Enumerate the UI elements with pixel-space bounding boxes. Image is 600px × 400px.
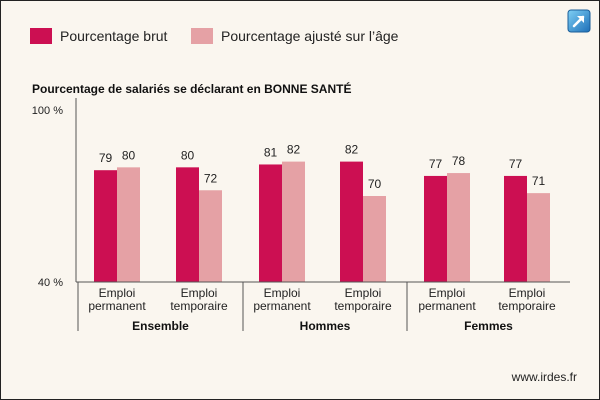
data-label-ajuste-3: 70 <box>368 177 382 191</box>
legend-swatch-ajuste <box>191 28 213 44</box>
bar-ajuste-0 <box>117 167 140 282</box>
bar-brut-5 <box>504 175 527 282</box>
source-label: www.irdes.fr <box>511 370 577 384</box>
group-label-2: Femmes <box>464 319 513 333</box>
category-label-4-1: permanent <box>418 299 476 313</box>
bar-ajuste-1 <box>199 190 222 282</box>
category-label-0-0: Emploi <box>99 286 136 300</box>
data-label-brut-0: 79 <box>99 151 113 165</box>
group-label-1: Hommes <box>300 319 351 333</box>
bar-ajuste-5 <box>527 193 550 282</box>
data-label-brut-3: 82 <box>345 143 359 157</box>
legend-item-ajuste: Pourcentage ajusté sur l’âge <box>191 28 421 46</box>
data-label-brut-2: 81 <box>264 145 278 159</box>
category-label-4-0: Emploi <box>429 286 466 300</box>
data-label-brut-1: 80 <box>181 148 195 162</box>
bar-ajuste-3 <box>363 196 386 282</box>
bar-brut-4 <box>424 175 447 282</box>
category-label-3-0: Emploi <box>345 286 382 300</box>
category-label-3-1: temporaire <box>334 299 392 313</box>
category-label-5-1: temporaire <box>498 299 556 313</box>
bar-ajuste-4 <box>447 173 470 282</box>
category-label-1-0: Emploi <box>181 286 218 300</box>
data-label-ajuste-4: 78 <box>452 154 466 168</box>
data-label-brut-5: 77 <box>509 157 523 171</box>
expand-arrow-icon[interactable] <box>567 9 591 33</box>
data-label-ajuste-1: 72 <box>204 171 218 185</box>
legend-label-ajuste: Pourcentage ajusté sur l’âge <box>221 28 399 44</box>
bar-brut-3 <box>340 161 363 282</box>
data-label-ajuste-0: 80 <box>122 148 136 162</box>
legend-label-brut: Pourcentage brut <box>60 28 168 44</box>
category-label-2-0: Emploi <box>264 286 301 300</box>
legend-swatch-brut <box>30 28 52 44</box>
bar-brut-2 <box>259 164 282 282</box>
chart-title: Pourcentage de salariés se déclarant en … <box>32 82 352 96</box>
category-label-5-0: Emploi <box>509 286 546 300</box>
data-label-ajuste-5: 71 <box>532 174 546 188</box>
category-label-1-1: temporaire <box>170 299 228 313</box>
data-label-brut-4: 77 <box>429 157 443 171</box>
category-label-2-1: permanent <box>253 299 311 313</box>
group-label-0: Ensemble <box>132 319 189 333</box>
y-tick-label-1: 40 % <box>38 277 63 289</box>
legend-item-brut: Pourcentage brut <box>30 28 190 46</box>
y-tick-label-0: 100 % <box>32 105 63 117</box>
bar-ajuste-2 <box>282 161 305 282</box>
bar-brut-1 <box>176 167 199 282</box>
bar-brut-0 <box>94 170 117 282</box>
data-label-ajuste-2: 82 <box>287 143 301 157</box>
category-label-0-1: permanent <box>88 299 146 313</box>
